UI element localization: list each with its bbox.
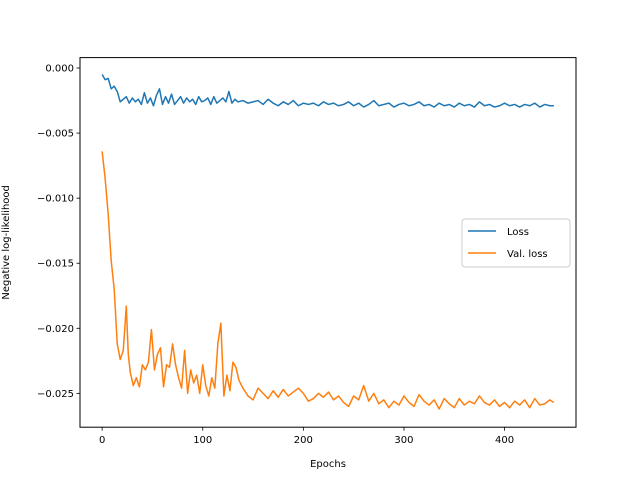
x-tick-label: 300 — [394, 435, 413, 446]
y-tick-label: −0.025 — [37, 389, 74, 400]
y-tick-label: −0.020 — [37, 324, 74, 335]
x-axis: 0 100 200 300 400 — [99, 427, 514, 446]
y-tick-label: 0.000 — [45, 64, 74, 75]
series-lines — [101, 74, 555, 410]
x-tick-label: 400 — [495, 435, 514, 446]
legend: Loss Val. loss — [461, 218, 571, 268]
series-line-1 — [101, 151, 555, 410]
series-line-0 — [101, 74, 554, 108]
x-tick-label: 0 — [99, 435, 105, 446]
plot-frame — [79, 57, 577, 428]
y-tick-label: −0.015 — [37, 259, 74, 270]
y-tick-label: −0.005 — [37, 129, 74, 140]
y-tick-label: −0.010 — [37, 194, 74, 205]
x-axis-label: Epochs — [310, 459, 346, 470]
y-axis-label: Negative log-likelihood — [1, 185, 12, 300]
legend-label-1: Val. loss — [507, 249, 548, 260]
x-tick-label: 200 — [294, 435, 313, 446]
legend-label-0: Loss — [507, 227, 529, 238]
x-tick-label: 100 — [193, 435, 212, 446]
y-axis: 0.000 −0.005 −0.010 −0.015 −0.020 −0.025 — [37, 64, 80, 400]
